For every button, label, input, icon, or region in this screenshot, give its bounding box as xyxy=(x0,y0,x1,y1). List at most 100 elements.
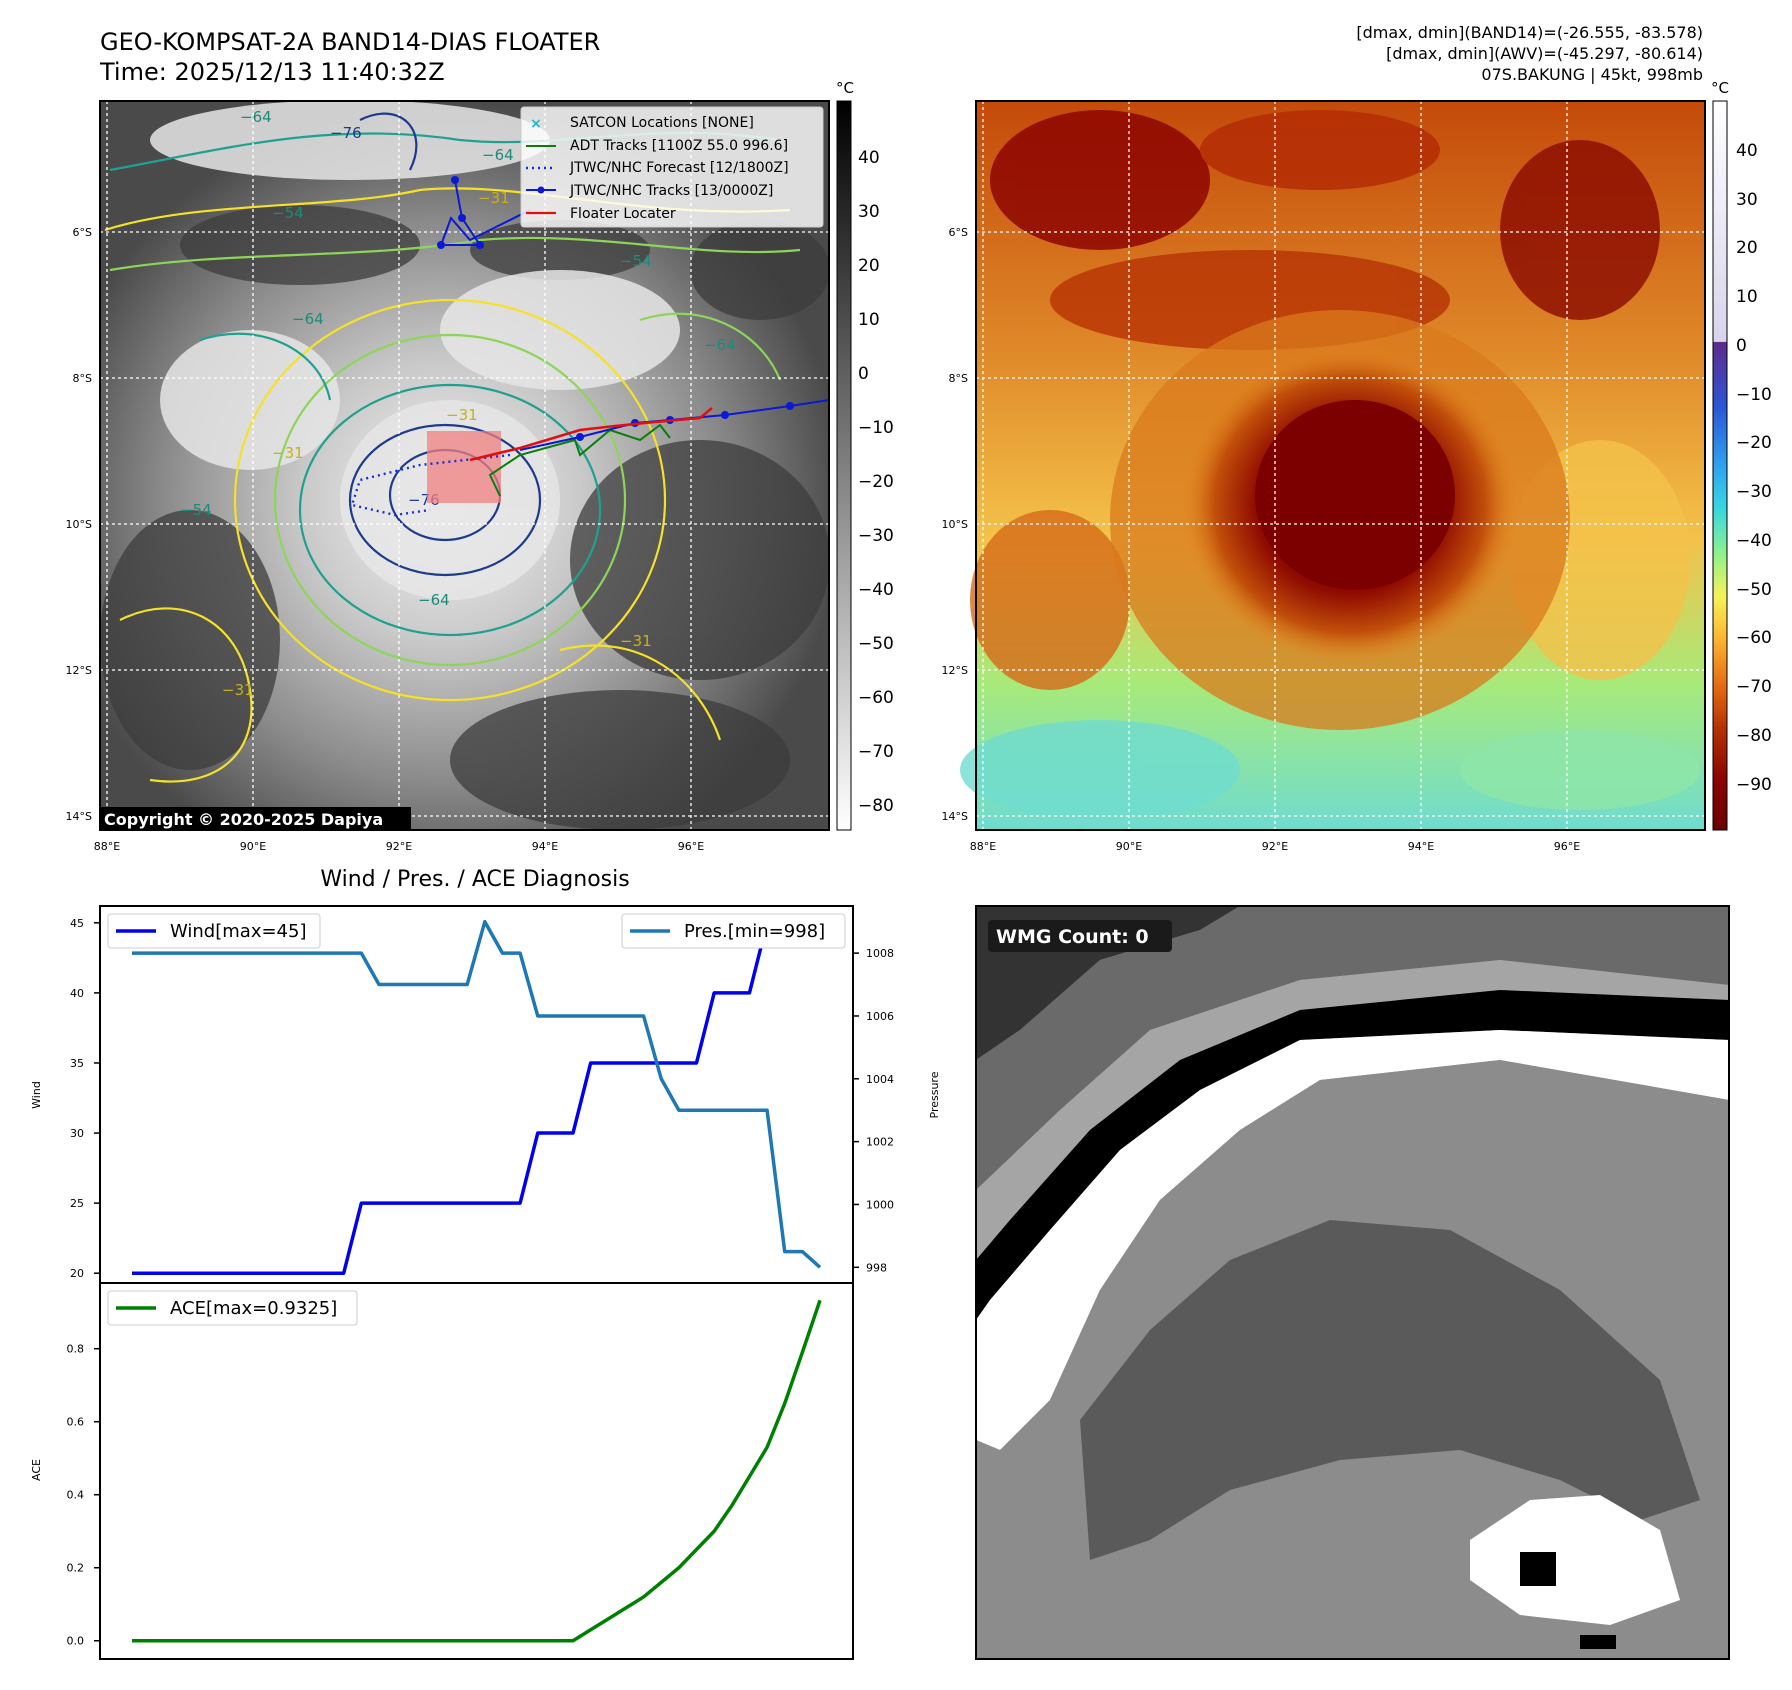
wmg-black-ring xyxy=(976,990,1729,1320)
legend-floater-label: Floater Locater xyxy=(570,206,676,222)
ace-ytick: 0.0 xyxy=(67,1635,85,1648)
wind-pressure-frame xyxy=(99,905,854,1284)
wmg-count-label: WMG Count: 0 xyxy=(996,926,1149,948)
contour-label: −54 xyxy=(620,252,652,270)
wind-series-line xyxy=(132,921,820,1275)
wind-ytick: 35 xyxy=(70,1057,84,1070)
ir-contours xyxy=(104,112,801,783)
contour-label: −31 xyxy=(446,406,478,424)
wind-legend-box xyxy=(107,913,321,949)
ir-lat-ticks: 6°S 8°S 10°S 12°S 14°S xyxy=(66,226,92,823)
wind-ytick: 30 xyxy=(70,1127,84,1140)
wmg-band-mid xyxy=(976,906,1729,1190)
awv-colorbar-ticks: 40 30 20 10 0 −10 −20 −30 −40 −50 −60 −7… xyxy=(1736,141,1772,795)
colorbar-tick: −50 xyxy=(1736,580,1772,600)
floater-box xyxy=(427,431,501,503)
contour-label: −64 xyxy=(482,146,514,164)
ace-chart: 0.0 0.2 0.4 0.6 0.8 ACE ACE[max=0.9325] xyxy=(30,1282,854,1660)
colorbar-tick: −10 xyxy=(1736,385,1772,405)
ace-ytick: 0.6 xyxy=(67,1416,85,1429)
jtwc-forecast-track xyxy=(350,453,511,517)
colorbar-tick: −40 xyxy=(1736,531,1772,551)
wind-ylabel: Wind xyxy=(30,1081,43,1109)
wind-ytick: 45 xyxy=(70,917,84,930)
awv-lon-ticks: 88°E 90°E 92°E 94°E 96°E xyxy=(970,840,1580,853)
pressure-yticks: 998 1000 1002 1004 1006 1008 xyxy=(866,947,894,1274)
colorbar-tick: −70 xyxy=(858,742,894,762)
ace-ylabel: ACE xyxy=(30,1459,43,1481)
wmg-white-ring xyxy=(976,1030,1729,1450)
lon-tick: 94°E xyxy=(1408,840,1434,853)
wind-yticks: 20 25 30 35 40 45 xyxy=(70,917,84,1280)
lat-tick: 10°S xyxy=(942,518,968,531)
colorbar-tick: −80 xyxy=(858,796,894,816)
ace-legend-box xyxy=(107,1290,358,1326)
colorbar-tick: 10 xyxy=(1736,287,1758,307)
wind-ytick: 20 xyxy=(70,1267,84,1280)
adt-track xyxy=(488,423,671,497)
awv-frame xyxy=(975,100,1706,831)
colorbar-tick: −60 xyxy=(1736,628,1772,648)
pressure-ytick: 1006 xyxy=(866,1010,894,1023)
colorbar-tick: 30 xyxy=(858,202,880,222)
pressure-ylabel: Pressure xyxy=(928,1071,941,1118)
pressure-ytick: 998 xyxy=(866,1261,887,1274)
jtwc-track-north-points xyxy=(437,176,484,249)
colorbar-tick: −10 xyxy=(858,418,894,438)
pressure-series-line xyxy=(132,919,822,1269)
legend-forecast-label: JTWC/NHC Forecast [12/1800Z] xyxy=(569,160,789,176)
ir-legend: × SATCON Locations [NONE] ADT Tracks [11… xyxy=(520,106,824,228)
floater-locater-track xyxy=(469,407,713,462)
lon-tick: 90°E xyxy=(1116,840,1142,853)
ir-gridlines xyxy=(100,101,829,830)
lat-tick: 14°S xyxy=(66,810,92,823)
figure-title: GEO-KOMPSAT-2A BAND14-DIAS FLOATER xyxy=(100,28,600,56)
wind-pressure-marks xyxy=(94,919,859,1275)
contour-label: −54 xyxy=(272,204,304,222)
contour-label: −64 xyxy=(418,591,450,609)
colorbar-tick: 0 xyxy=(1736,336,1747,356)
awv-eye xyxy=(1255,400,1455,590)
colorbar-tick: −20 xyxy=(1736,433,1772,453)
contour-label: −31 xyxy=(222,681,254,699)
lat-tick: 14°S xyxy=(942,810,968,823)
awv-lat-ticks: 6°S 8°S 10°S 12°S 14°S xyxy=(942,226,968,823)
lat-tick: 12°S xyxy=(66,664,92,677)
wind-ytick: 25 xyxy=(70,1197,84,1210)
colorbar-tick: −30 xyxy=(1736,482,1772,502)
lon-tick: 92°E xyxy=(1262,840,1288,853)
awv-gridlines xyxy=(976,101,1705,830)
ir-panel: −64 −76 −64 −54 −31 −54 −64 −64 −31 −76 … xyxy=(66,79,894,853)
colorbar-tick: 20 xyxy=(858,256,880,276)
contour-label: −64 xyxy=(292,310,324,328)
ir-legend-box xyxy=(520,106,824,228)
pressure-ytick: 1000 xyxy=(866,1198,894,1211)
contour-label: −31 xyxy=(478,189,510,207)
legend-satcon-marker: × xyxy=(530,116,542,132)
colorbar-tick: 40 xyxy=(1736,141,1758,161)
pressure-legend-box xyxy=(621,913,846,949)
ir-colorbar-ticks: 40 30 20 10 0 −10 −20 −30 −40 −50 −60 −7… xyxy=(858,148,894,816)
wmg-block-bottom xyxy=(1580,1635,1616,1649)
contour-label: −54 xyxy=(180,501,212,519)
colorbar-tick: −60 xyxy=(858,688,894,708)
diag-title: Wind / Pres. / ACE Diagnosis xyxy=(320,867,629,892)
awv-range: [dmax, dmin](AWV)=(-45.297, -80.614) xyxy=(1386,44,1703,63)
ace-frame xyxy=(99,1282,854,1660)
ace-ytick: 0.8 xyxy=(67,1343,85,1356)
band14-range: [dmax, dmin](BAND14)=(-26.555, -83.578) xyxy=(1356,23,1703,42)
pressure-ytick: 1004 xyxy=(866,1073,894,1086)
ace-legend-label: ACE[max=0.9325] xyxy=(170,1298,337,1319)
ace-series-line xyxy=(132,1299,822,1643)
colorbar-tick: −80 xyxy=(1736,726,1772,746)
colorbar-tick: −70 xyxy=(1736,677,1772,697)
colorbar-tick: −90 xyxy=(1736,775,1772,795)
ir-frame xyxy=(99,100,830,831)
ir-contour-labels: −64 −76 −64 −54 −31 −54 −64 −64 −31 −76 … xyxy=(180,108,736,699)
colorbar-tick: −30 xyxy=(858,526,894,546)
colorbar-tick: −50 xyxy=(858,634,894,654)
lat-tick: 6°S xyxy=(73,226,92,239)
lon-tick: 96°E xyxy=(678,840,704,853)
jtwc-track-north xyxy=(439,179,531,246)
